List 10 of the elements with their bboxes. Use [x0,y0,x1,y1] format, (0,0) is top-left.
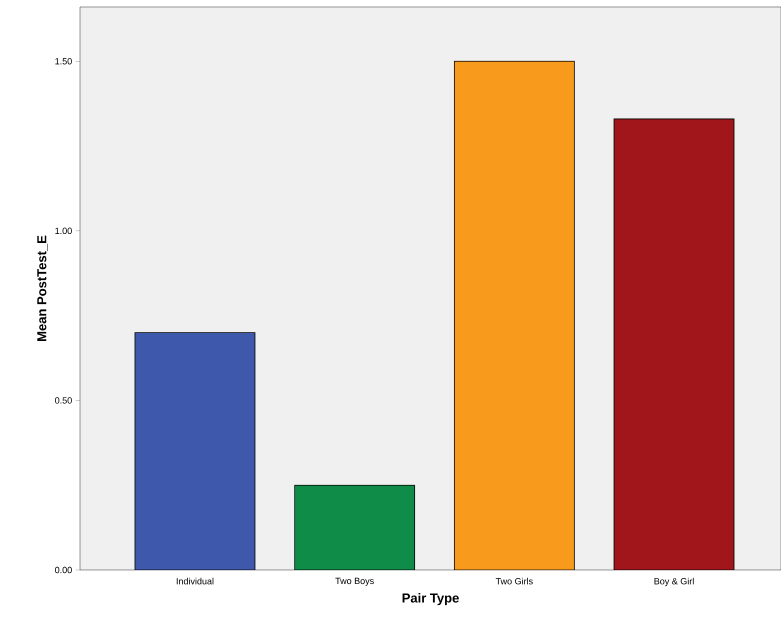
y-tick-label: 1.50 [55,58,72,64]
y-tick-label: 0.50 [55,397,72,404]
x-tick-label: Two Boys [335,578,374,586]
y-axis-title: Mean PostTest_E [37,236,48,341]
x-tick-label: Individual [176,578,214,584]
y-tick-label: 0.00 [55,566,72,574]
x-tick-label: Boy & Girl [654,578,694,586]
y-tick-label: 1.00 [55,228,72,234]
x-axis-title: Pair Type [402,593,459,606]
x-tick-label: Two Girls [496,578,533,584]
